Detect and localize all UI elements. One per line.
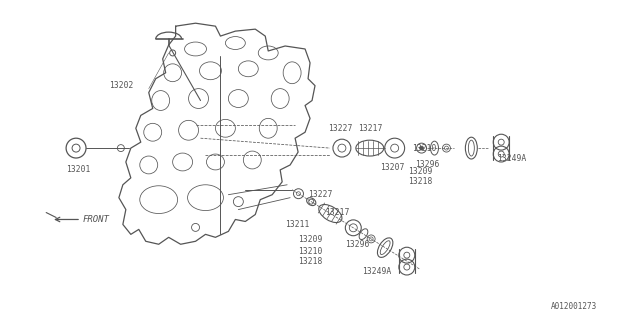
Text: FRONT: FRONT — [83, 215, 110, 224]
Text: 13217: 13217 — [325, 208, 349, 217]
Text: 13296: 13296 — [345, 240, 369, 249]
Text: 13209: 13209 — [408, 167, 432, 176]
Circle shape — [420, 146, 424, 150]
Text: 13249A: 13249A — [362, 267, 391, 276]
Text: 13201: 13201 — [66, 165, 90, 174]
Text: 13202: 13202 — [109, 81, 133, 90]
Text: 13249A: 13249A — [497, 154, 527, 163]
Text: 13209: 13209 — [298, 235, 323, 244]
Text: 13210: 13210 — [298, 247, 323, 256]
Text: 13211: 13211 — [285, 220, 310, 229]
Text: 13296: 13296 — [415, 160, 439, 170]
Text: 13217: 13217 — [358, 124, 382, 133]
Text: 13207: 13207 — [380, 164, 404, 172]
Text: 13218: 13218 — [298, 257, 323, 266]
Text: 13227: 13227 — [328, 124, 353, 133]
Text: 13210: 13210 — [412, 144, 436, 153]
Text: A012001273: A012001273 — [550, 302, 596, 311]
Text: 13218: 13218 — [408, 177, 432, 186]
Text: 13227: 13227 — [308, 190, 332, 199]
